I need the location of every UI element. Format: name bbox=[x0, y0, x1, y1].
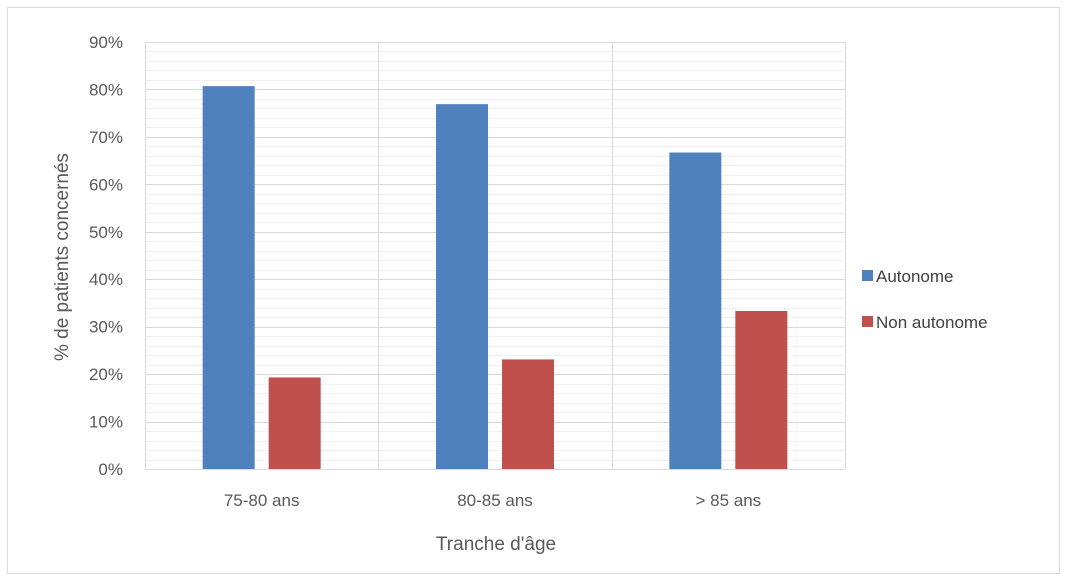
y-tick-label: 50% bbox=[89, 223, 123, 242]
legend: Autonome Non autonome bbox=[862, 267, 988, 332]
y-tick-label: 70% bbox=[89, 128, 123, 147]
bar-autonome-3 bbox=[669, 152, 722, 469]
legend-label: Autonome bbox=[876, 267, 954, 286]
y-tick-label: 0% bbox=[98, 460, 123, 479]
bar-autonome-2 bbox=[436, 104, 488, 469]
y-tick-label: 10% bbox=[89, 413, 123, 432]
bars bbox=[202, 86, 788, 469]
bar-non-autonome-1 bbox=[268, 377, 321, 469]
legend-swatch bbox=[862, 316, 873, 327]
x-category-label: 75-80 ans bbox=[224, 491, 300, 510]
bar-non-autonome-2 bbox=[502, 359, 554, 469]
x-axis-title: Tranche d'âge bbox=[436, 534, 556, 555]
y-axis-ticks: 0% 10% 20% 30% 40% 50% 60% 70% 80% 90% bbox=[89, 33, 123, 479]
y-tick-label: 80% bbox=[89, 80, 123, 99]
y-axis-title: % de patients concernés bbox=[52, 153, 73, 361]
x-category-label: 80-85 ans bbox=[457, 491, 533, 510]
y-tick-label: 60% bbox=[89, 175, 123, 194]
x-category-label: > 85 ans bbox=[695, 491, 761, 510]
legend-swatch bbox=[862, 270, 873, 281]
y-tick-label: 30% bbox=[89, 318, 123, 337]
grid-lines bbox=[145, 42, 846, 470]
y-tick-label: 20% bbox=[89, 365, 123, 384]
legend-label: Non autonome bbox=[876, 313, 988, 332]
bar-non-autonome-3 bbox=[735, 311, 788, 469]
y-tick-label: 90% bbox=[89, 33, 123, 52]
x-axis-labels: 75-80 ans 80-85 ans > 85 ans bbox=[224, 491, 761, 510]
y-tick-label: 40% bbox=[89, 270, 123, 289]
bar-autonome-1 bbox=[202, 86, 255, 469]
chart-frame bbox=[7, 7, 1060, 574]
